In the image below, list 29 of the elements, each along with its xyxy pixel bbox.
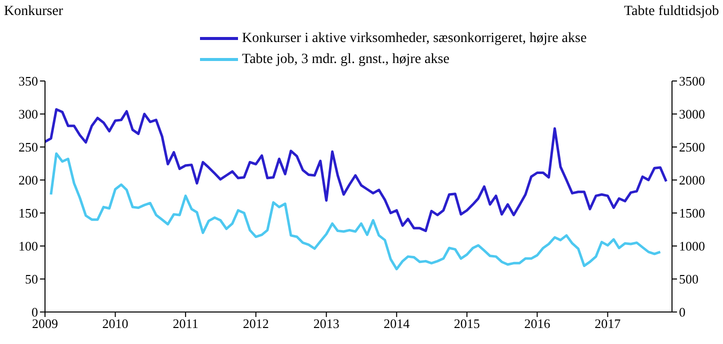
x-tick-label: 2014 bbox=[384, 316, 410, 332]
x-tick-label: 2016 bbox=[524, 316, 551, 332]
y2-tick-label: 2500 bbox=[679, 140, 705, 155]
y2-tick-label: 1500 bbox=[679, 206, 705, 221]
y-axis-title: Konkurser bbox=[4, 4, 64, 20]
line-series bbox=[50, 152, 662, 270]
x-tick-label: 2010 bbox=[102, 316, 128, 332]
y-tick-label: 50 bbox=[25, 272, 38, 287]
legend-label: Tabte job, 3 mdr. gl. gnst., højre akse bbox=[242, 51, 450, 68]
y2-tick-label: 2000 bbox=[679, 172, 705, 188]
y2-axis-title: Tabte fuldtidsjob bbox=[624, 4, 719, 20]
y-tick-label: 100 bbox=[18, 238, 38, 254]
y2-tick-label: 500 bbox=[679, 272, 698, 287]
line-series bbox=[45, 108, 668, 232]
y2-tick-label: 0 bbox=[679, 304, 686, 320]
x-tick-label: 2017 bbox=[594, 316, 622, 332]
x-tick-label: 2015 bbox=[454, 316, 480, 332]
y2-tick-label: 3000 bbox=[679, 106, 705, 122]
x-tick-label: 2011 bbox=[172, 316, 198, 332]
y2-tick-label: 3500 bbox=[679, 74, 705, 89]
x-tick-label: 2012 bbox=[242, 316, 269, 332]
y-tick-label: 300 bbox=[18, 106, 38, 122]
x-tick-label: 2013 bbox=[313, 316, 340, 332]
y2-tick-label: 1000 bbox=[679, 238, 705, 254]
y-tick-label: 250 bbox=[18, 140, 38, 155]
y-tick-label: 200 bbox=[18, 172, 38, 188]
legend-label: Konkurser i aktive virksomheder, sæsonkorrigeret, højre akse bbox=[242, 30, 588, 47]
y-tick-label: 150 bbox=[18, 206, 38, 221]
y-tick-label: 350 bbox=[18, 74, 38, 89]
